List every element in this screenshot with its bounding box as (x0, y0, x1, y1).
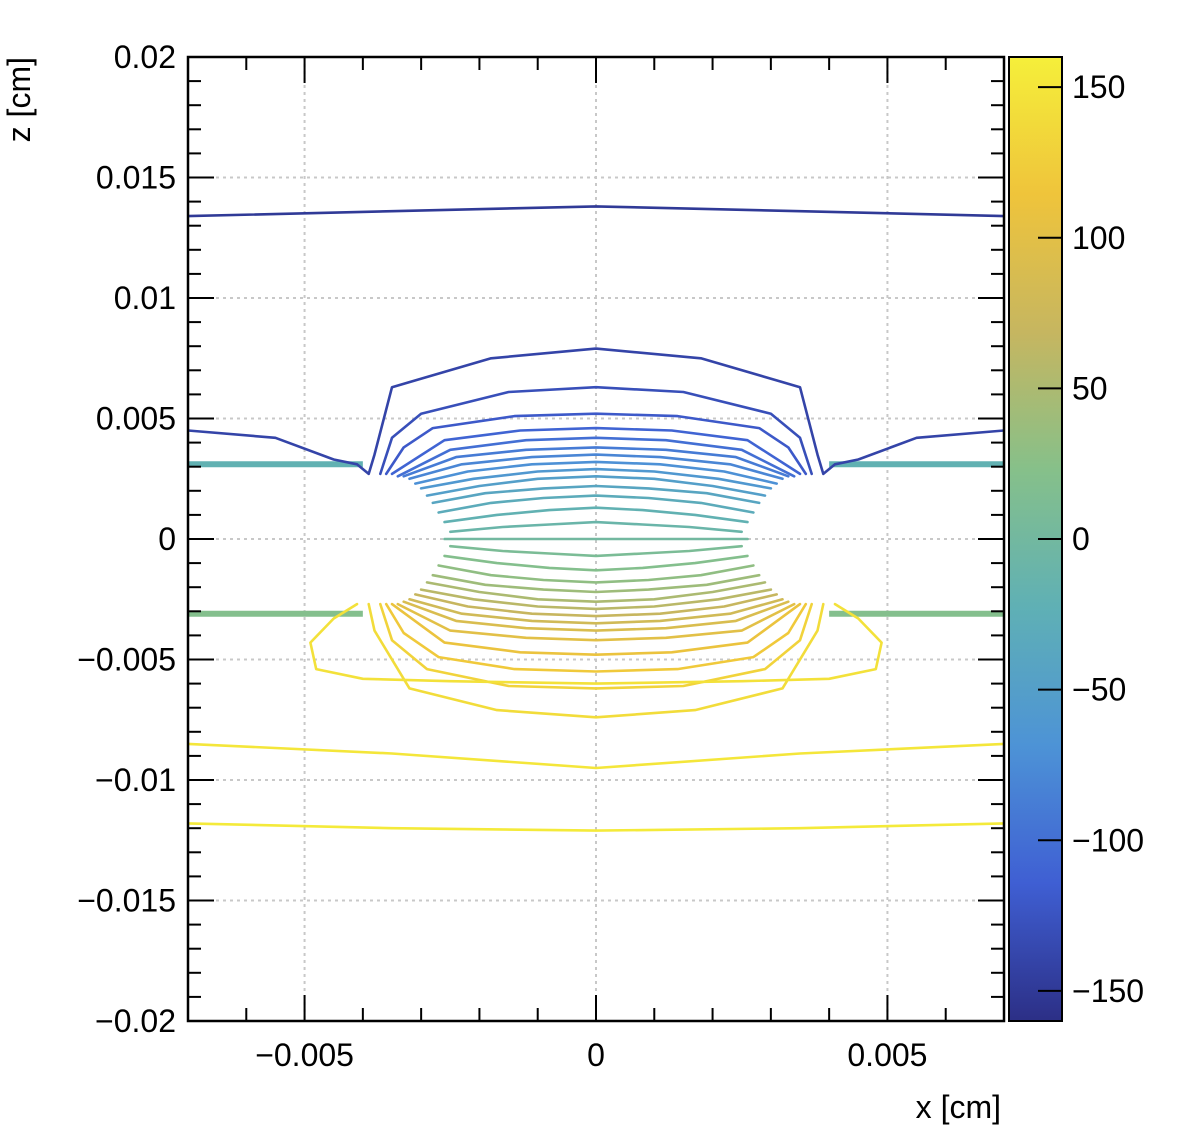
colorbar-tick-label: −150 (1072, 973, 1144, 1009)
y-tick-label: 0.02 (114, 39, 176, 75)
contour-lines (188, 205, 1004, 832)
contour-line (408, 597, 784, 625)
contour-line (188, 822, 1004, 832)
y-tick-label: −0.01 (95, 762, 176, 798)
y-tick-label: 0.01 (114, 280, 176, 316)
colorbar-tick-label: −100 (1072, 822, 1144, 858)
colorbar-tick-label: 50 (1072, 370, 1108, 406)
colorbar-tick-label: 100 (1072, 220, 1125, 256)
y-tick-labels: 0.02 0.015 0.01 0.005 0 −0.005 −0.01 −0.015 −0.0… (77, 39, 176, 1039)
contour-line (367, 602, 825, 719)
contour-line (437, 564, 755, 584)
contour-line (384, 412, 808, 476)
contour-line (425, 581, 767, 604)
colorbar-tick-label: 0 (1072, 521, 1090, 557)
contour-line (443, 506, 749, 524)
x-tick-label: 0.005 (847, 1037, 927, 1073)
contour-line (309, 602, 883, 685)
contour-line (419, 588, 773, 611)
contour-line (396, 436, 796, 478)
colorbar-tick-label: 150 (1072, 69, 1125, 105)
contour-line (390, 602, 802, 657)
y-tick-label: 0.005 (96, 401, 176, 437)
contour-line (431, 484, 761, 505)
electrodes (188, 461, 1004, 617)
contour-line (402, 446, 790, 478)
colorbar-tick-label: −50 (1072, 672, 1126, 708)
contour-line (419, 467, 773, 490)
contour-line (448, 544, 744, 558)
contour-line (431, 573, 761, 594)
colorbar-ticks: 150 100 50 0 −50 −100 −150 (1038, 69, 1144, 1009)
contour-line (443, 554, 749, 572)
x-tick-labels: −0.005 0 0.005 (255, 1037, 927, 1073)
contour-line (378, 385, 814, 476)
axis-ticks (187, 56, 1005, 1022)
contour-line (425, 474, 767, 497)
contour-line (437, 494, 755, 514)
contour-line (390, 426, 802, 476)
contour-line (188, 742, 1004, 770)
contour-line (378, 602, 814, 690)
contour-line (396, 602, 796, 642)
contour-line (384, 602, 808, 673)
x-tick-label: 0 (587, 1037, 605, 1073)
y-tick-label: −0.005 (77, 642, 176, 678)
y-axis-title: z [cm] (1, 57, 37, 142)
x-axis-title: x [cm] (916, 1089, 1001, 1125)
y-tick-label: 0 (158, 521, 176, 557)
x-tick-label: −0.005 (255, 1037, 354, 1073)
contour-line (413, 460, 779, 485)
y-tick-label: −0.02 (95, 1003, 176, 1039)
y-tick-label: −0.015 (77, 883, 176, 919)
contour-line (408, 453, 784, 481)
contour-line (402, 600, 790, 632)
y-tick-label: 0.015 (96, 160, 176, 196)
contour-line (188, 205, 1004, 218)
contour-line (448, 520, 744, 534)
contour-line (413, 593, 779, 618)
contour-line (188, 347, 1004, 476)
